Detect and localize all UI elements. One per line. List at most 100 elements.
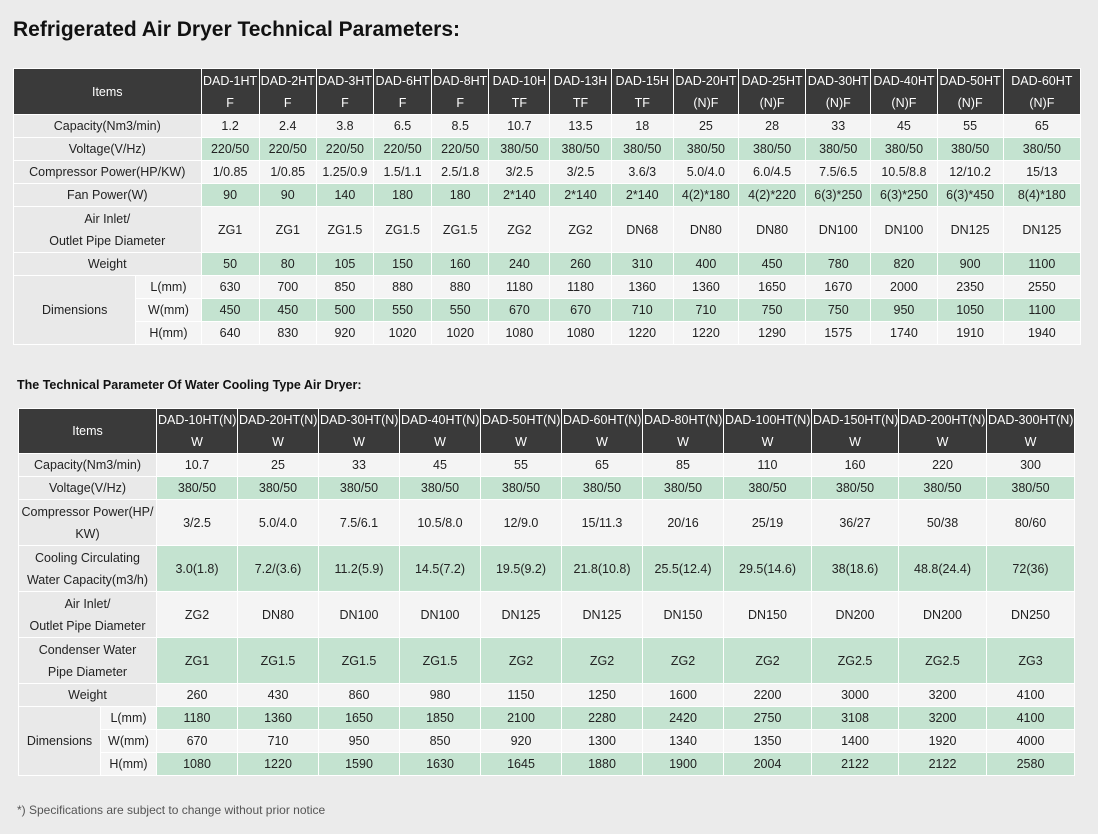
water-cooling-parameters-table: Items DAD-10HT(N) W DAD-20HT(N) W DAD-30HT(N)… <box>18 408 1075 776</box>
table-row: Compressor Power(HP/KW) 1/0.85 1/0.85 1.25/… <box>13 160 1082 184</box>
table-cell: 55 <box>480 453 562 477</box>
table-cell: 950 <box>870 298 938 322</box>
table-cell: 25.5(12.4) <box>642 545 724 592</box>
table-cell: 6(3)*250 <box>805 183 872 207</box>
model-suffix: (N)F <box>891 95 917 110</box>
model-header: DAD-30HT(N) W <box>318 408 400 454</box>
table-cell: ZG1.5 <box>315 206 374 253</box>
table-row: Voltage(V/Hz) 380/50 380/50 380/50 380/50 380… <box>18 476 1075 500</box>
table-cell: 380/50 <box>870 137 938 161</box>
table-cell: 1180 <box>488 275 551 299</box>
table-cell: 160 <box>811 453 899 477</box>
table-cell: DN125 <box>1002 206 1082 253</box>
table-cell: 670 <box>156 729 238 753</box>
table-cell: 2100 <box>480 706 562 730</box>
table-cell: 380/50 <box>642 476 724 500</box>
model-header: DAD-6HT F <box>372 68 433 115</box>
table-cell: ZG1 <box>156 637 238 684</box>
table-cell: 220/50 <box>200 137 260 161</box>
row-label: Voltage(V/Hz) <box>18 476 157 500</box>
table-cell: 950 <box>318 729 400 753</box>
table-cell: 2580 <box>986 752 1075 776</box>
table-cell: 1400 <box>811 729 899 753</box>
table-cell: 2.4 <box>258 114 317 138</box>
table-cell: ZG2 <box>156 591 238 638</box>
table-cell: 380/50 <box>237 476 319 500</box>
table-cell: DN80 <box>672 206 739 253</box>
table-cell: DN200 <box>898 591 987 638</box>
table-row: Condenser Water Pipe Diameter ZG1 ZG1.5 ZG1.… <box>18 637 1075 684</box>
table-cell: 1590 <box>318 752 400 776</box>
table-cell: 150 <box>372 252 433 276</box>
model-header: DAD-1HT F <box>200 68 260 115</box>
model-suffix: W <box>596 435 608 449</box>
table-cell: 25 <box>237 453 319 477</box>
table-cell: 850 <box>315 275 374 299</box>
footnote: *) Specifications are subject to change … <box>17 803 326 817</box>
table-row: Fan Power(W) 90 90 140 180 180 2*140 2*140 2*140… <box>13 183 1082 207</box>
table-cell: 850 <box>399 729 481 753</box>
model-header: DAD-50HT(N) W <box>480 408 562 454</box>
model-name: DAD-13H <box>553 73 608 88</box>
row-label-line: Outlet Pipe Diameter <box>29 618 146 633</box>
table-cell: 670 <box>549 298 612 322</box>
model-name: DAD-15H <box>615 73 669 88</box>
model-suffix: W <box>1024 435 1037 449</box>
table-cell: 380/50 <box>805 137 872 161</box>
model-suffix: W <box>191 435 203 449</box>
model-suffix: (N)F <box>825 95 851 110</box>
model-name: DAD-150HT(N) <box>813 413 899 427</box>
table-cell: 2420 <box>642 706 724 730</box>
model-header: DAD-80HT(N) W <box>642 408 724 454</box>
model-name: DAD-200HT(N) <box>900 413 986 427</box>
table-cell: 1290 <box>737 321 807 345</box>
table-cell: 2200 <box>723 683 812 707</box>
table-cell: 500 <box>315 298 374 322</box>
table-cell: 50 <box>200 252 260 276</box>
table-cell: 880 <box>372 275 433 299</box>
model-name: DAD-6HT <box>375 73 430 88</box>
table-cell: 2750 <box>723 706 812 730</box>
table-cell: 11.2(5.9) <box>318 545 400 592</box>
table-cell: 380/50 <box>936 137 1004 161</box>
table-row: Dimensions L(mm) 630 700 850 880 880 1180 1180 13… <box>12 275 1082 345</box>
table-cell: 38(18.6) <box>811 545 899 592</box>
table-row: Voltage(V/Hz) 220/50 220/50 220/50 220/50 220… <box>13 137 1082 161</box>
table-cell: 1050 <box>936 298 1004 322</box>
table-cell: ZG1.5 <box>431 206 490 253</box>
table-row: Air Inlet/Outlet Pipe Diameter ZG2 DN80 DN1… <box>18 591 1075 638</box>
table-cell: 1100 <box>1002 298 1082 322</box>
row-label-line: Compressor Power(HP/ <box>21 504 154 519</box>
table-cell: 2004 <box>723 752 812 776</box>
table-cell: DN125 <box>936 206 1004 253</box>
table-cell: 900 <box>936 252 1004 276</box>
model-name: DAD-100HT(N) <box>725 413 811 427</box>
table-cell: 260 <box>156 683 238 707</box>
table-cell: 710 <box>610 298 674 322</box>
table-cell: 80/60 <box>986 499 1075 546</box>
table-cell: 2550 <box>1002 275 1082 299</box>
table-cell: 45 <box>399 453 481 477</box>
table-cell: 180 <box>431 183 490 207</box>
table-cell: 1080 <box>156 752 238 776</box>
table-cell: 160 <box>431 252 490 276</box>
dimension-sublabel: L(mm) <box>135 275 202 299</box>
table-cell: 380/50 <box>488 137 551 161</box>
table-cell: 380/50 <box>318 476 400 500</box>
table-cell: 28 <box>737 114 807 138</box>
table-cell: 5.0/4.0 <box>672 160 739 184</box>
table-cell: 450 <box>737 252 807 276</box>
table-cell: 670 <box>488 298 551 322</box>
table-cell: 380/50 <box>986 476 1075 500</box>
table-cell: DN80 <box>737 206 807 253</box>
table-cell: 3.6/3 <box>610 160 674 184</box>
table-cell: ZG1.5 <box>237 637 319 684</box>
table-cell: 4000 <box>986 729 1075 753</box>
model-header: DAD-40HT (N)F <box>870 68 938 115</box>
table-cell: 3.0(1.8) <box>156 545 238 592</box>
table-cell: 220/50 <box>315 137 374 161</box>
model-suffix: F <box>226 95 234 110</box>
table-cell: 1670 <box>805 275 872 299</box>
model-name: DAD-50HT <box>939 73 1001 88</box>
table-row: Dimensions L(mm) 1180 1360 1650 1850 2100 2280 2… <box>18 706 1075 776</box>
